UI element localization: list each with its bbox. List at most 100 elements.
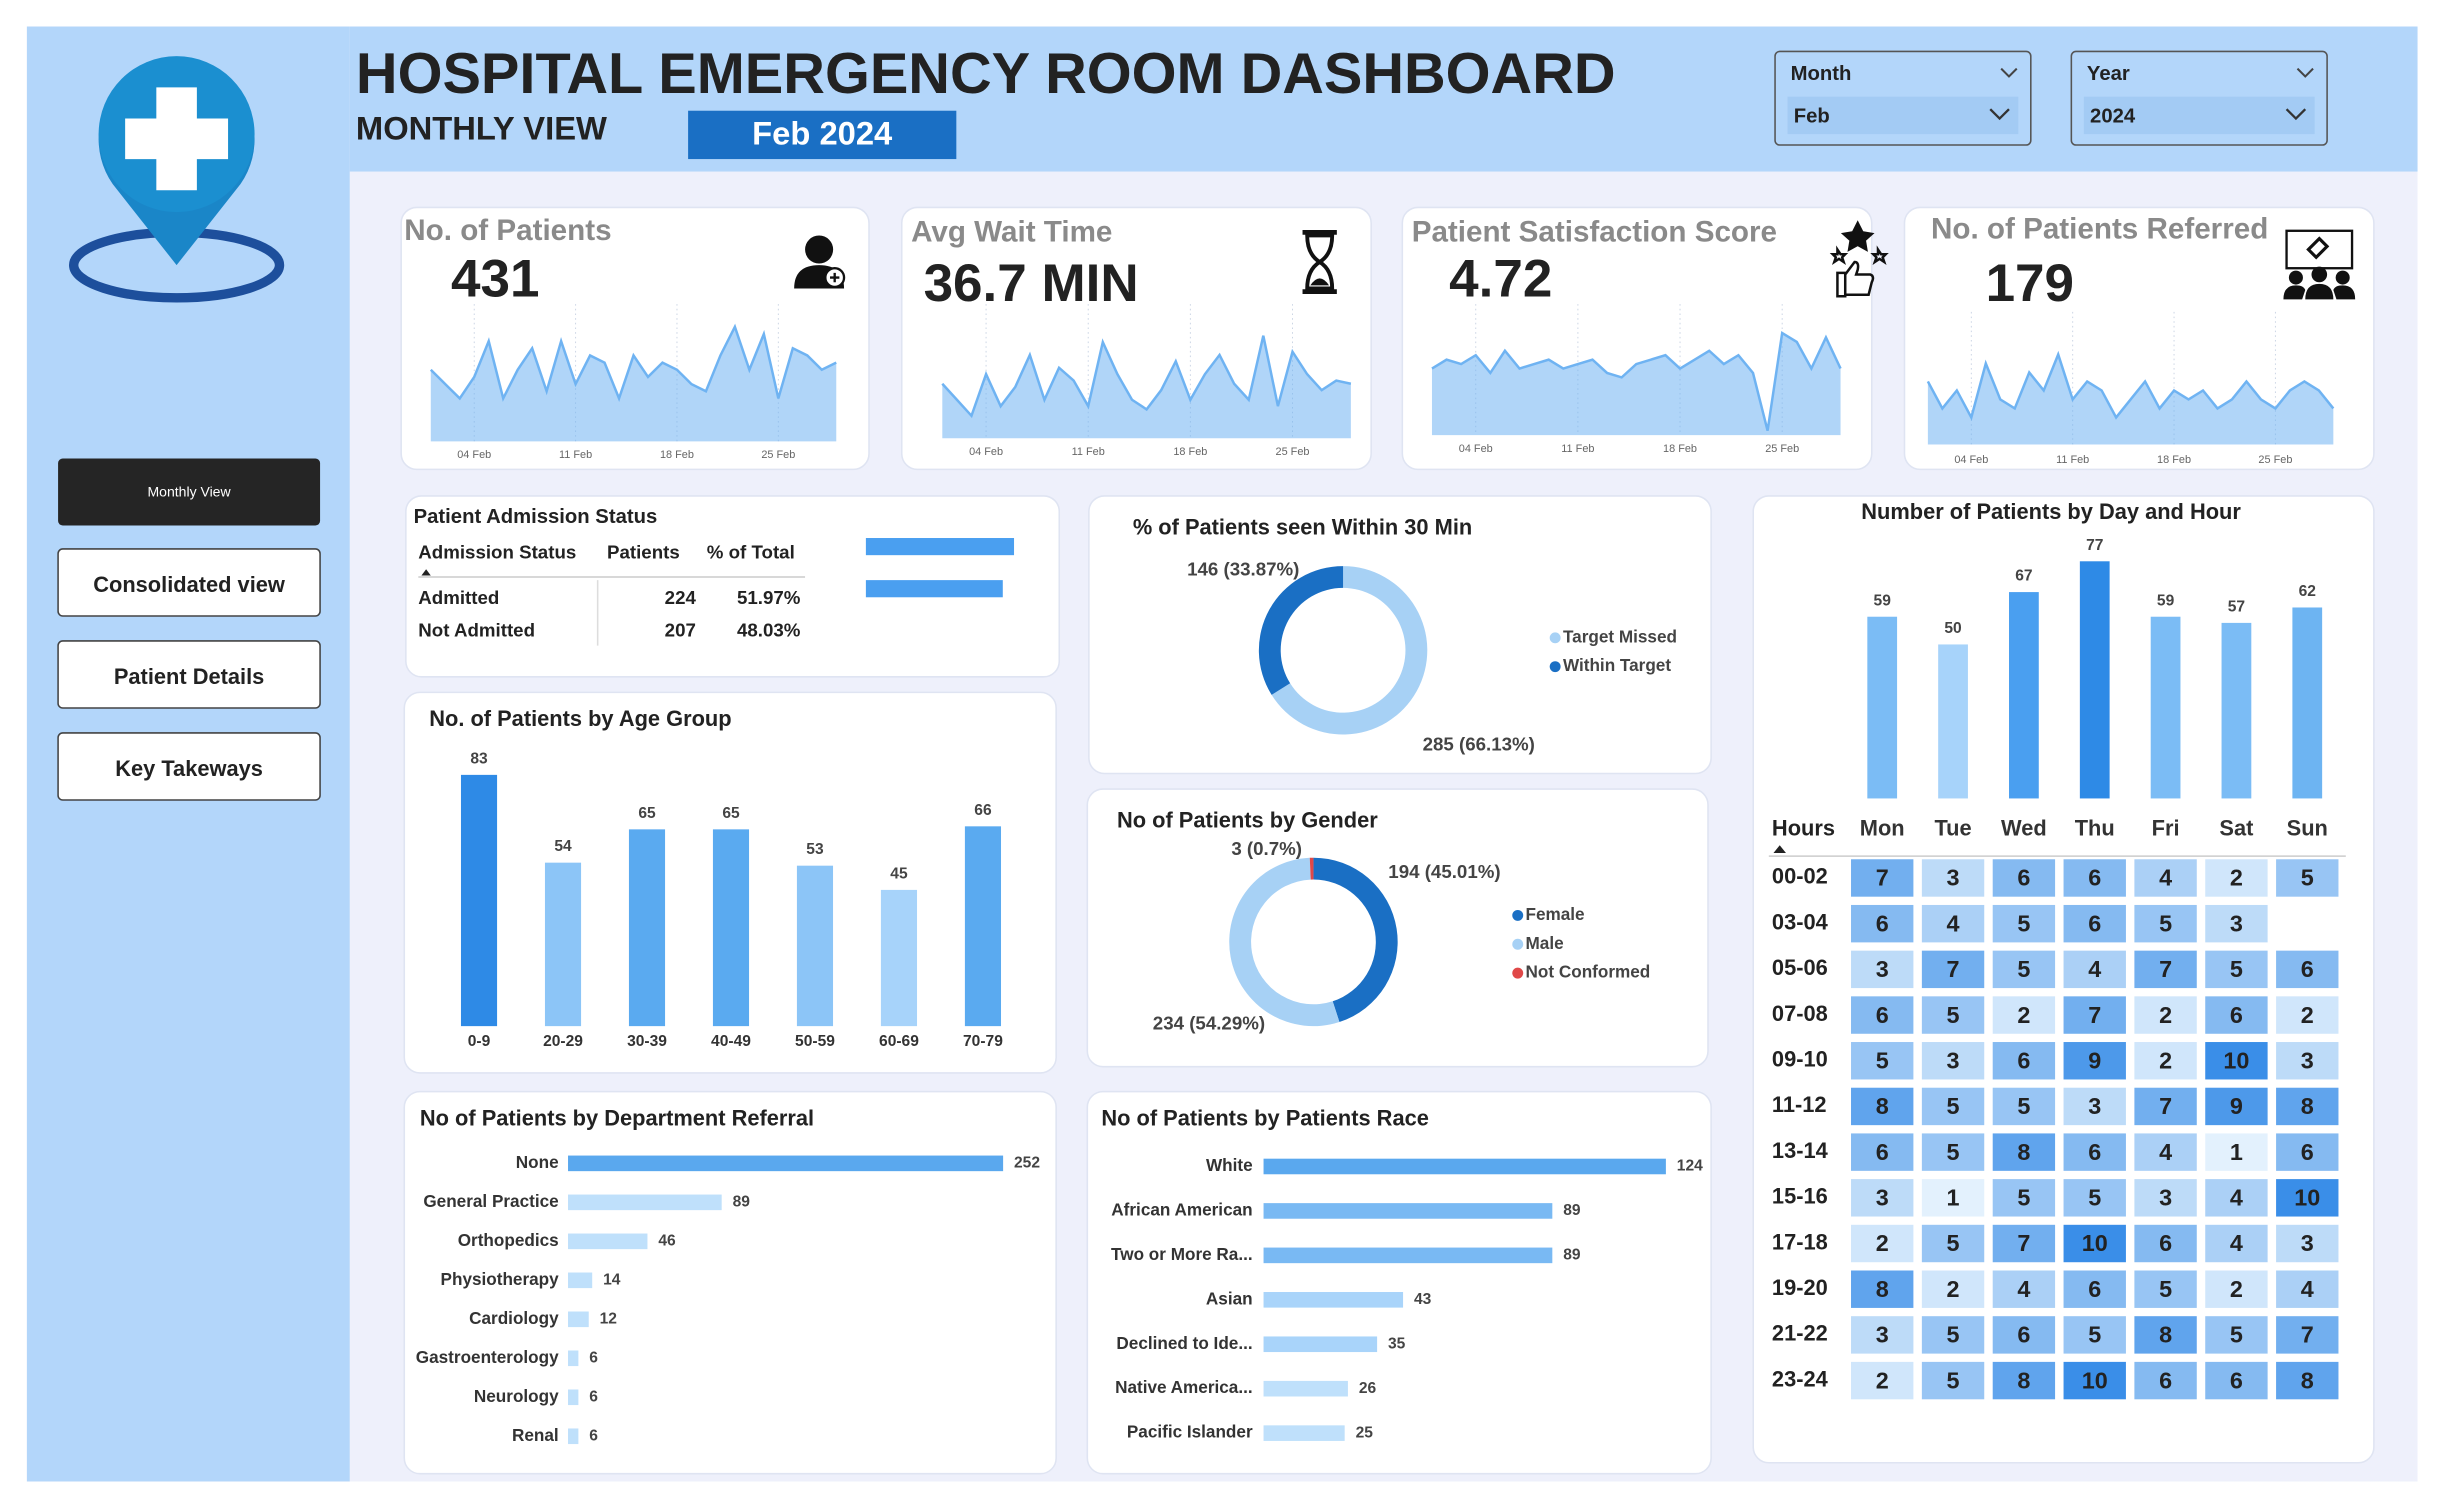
heat-cell xyxy=(1921,1361,1985,1400)
nav-label[interactable]: Consolidated view xyxy=(93,572,286,597)
area-fill xyxy=(1431,333,1841,436)
cell-label: 3 xyxy=(2159,1185,2172,1211)
cell-label: 6 xyxy=(2230,1002,2243,1028)
data-label: 194 (45.01%) xyxy=(1388,861,1500,882)
cell-label: 5 xyxy=(2301,865,2314,891)
heat-cell xyxy=(2134,1361,2197,1400)
heat-cell xyxy=(2063,904,2126,943)
sort-indicator xyxy=(421,569,431,576)
heat-cell xyxy=(1992,1361,2056,1400)
cell-label: 7 xyxy=(2017,1230,2030,1256)
heat-cell xyxy=(1851,996,1914,1034)
month-filter[interactable]: Month Feb xyxy=(1774,50,2032,146)
donut-slice xyxy=(1313,857,1398,1023)
cell-label: 10 xyxy=(2082,1367,2108,1393)
heat-cell xyxy=(1921,996,1985,1034)
header-subtitle: MONTHLY VIEW xyxy=(356,110,607,147)
x-tick-label: 25 Feb xyxy=(2258,454,2292,466)
cell-label: 6 xyxy=(2017,1047,2030,1073)
heat-cell xyxy=(2063,1270,2126,1308)
cell-label: 5 xyxy=(2017,1093,2030,1119)
cell-label: 5 xyxy=(2017,910,2030,936)
cell-label: 3 xyxy=(1876,1185,1889,1211)
x-tick-label: Mon xyxy=(1860,815,1905,840)
bar xyxy=(712,829,750,1027)
x-tick-label: Wed xyxy=(2001,815,2047,840)
heat-cell xyxy=(1921,1270,1985,1308)
x-tick-label: Sun xyxy=(2287,815,2328,840)
heat-cell xyxy=(1992,1179,2056,1217)
cell-label: 3 xyxy=(2301,1047,2314,1073)
data-label: 6 xyxy=(589,1349,598,1366)
data-label: 124 xyxy=(1677,1158,1703,1175)
heat-cell xyxy=(1921,1042,1985,1080)
card-title: Patient Admission Status xyxy=(414,506,658,528)
y-tick-label: African American xyxy=(1111,1199,1252,1219)
bar xyxy=(2079,561,2110,799)
cell-label: 5 xyxy=(2088,1185,2101,1211)
bar xyxy=(568,1155,1004,1172)
filter-dropdown[interactable] xyxy=(2083,96,2315,135)
admission-bar xyxy=(865,580,1003,598)
filter-dropdown[interactable] xyxy=(1787,96,2019,135)
heat-cell xyxy=(1992,950,2056,989)
kpi-value: 179 xyxy=(1986,254,2074,313)
kpi-value: 431 xyxy=(451,249,539,308)
nav-button[interactable] xyxy=(57,548,321,617)
bar xyxy=(1263,1336,1378,1353)
chart-title: No of Patients by Patients Race xyxy=(1101,1105,1429,1130)
heat-cell xyxy=(2063,996,2126,1034)
nav-label[interactable]: Monthly View xyxy=(148,483,232,499)
legend-label: Within Target xyxy=(1563,655,1671,675)
data-label: 3 (0.7%) xyxy=(1231,838,1302,859)
data-label: 50 xyxy=(1944,620,1962,637)
chart-title: No of Patients by Gender xyxy=(1117,808,1378,833)
x-tick-label: 25 Feb xyxy=(1276,446,1310,458)
table-cell: 207 xyxy=(665,620,696,641)
heat-cell xyxy=(2063,1087,2126,1126)
nav-button[interactable] xyxy=(57,640,321,709)
heat-cell xyxy=(2134,1179,2197,1217)
nav-label[interactable]: Key Takeways xyxy=(115,756,263,781)
heat-cell xyxy=(2205,1270,2268,1308)
heat-cell xyxy=(2205,904,2268,943)
cell-label: 1 xyxy=(2230,1139,2243,1165)
cell-label: 6 xyxy=(2088,1139,2101,1165)
x-tick-label: 25 Feb xyxy=(761,449,795,461)
cell-label: 3 xyxy=(1876,956,1889,982)
y-tick-label: None xyxy=(516,1152,559,1172)
cell-label: 5 xyxy=(1947,1367,1960,1393)
row-label: 13-14 xyxy=(1772,1138,1829,1163)
heat-cell xyxy=(1992,859,2056,897)
bar xyxy=(1263,1380,1348,1397)
cell-label: 5 xyxy=(2159,1276,2172,1302)
row-label: 00-02 xyxy=(1772,864,1828,889)
heat-cell xyxy=(1851,859,1914,897)
data-label: 77 xyxy=(2086,537,2103,554)
cell-label: 3 xyxy=(1876,1322,1889,1348)
nav-button[interactable] xyxy=(57,732,321,801)
icon-hourglass xyxy=(1302,230,1337,294)
filter-label: Year xyxy=(2087,63,2130,85)
data-label: 25 xyxy=(1356,1424,1374,1441)
cell-label: 9 xyxy=(2230,1093,2243,1119)
cell-label: 2 xyxy=(1876,1230,1889,1256)
x-tick-label: 18 Feb xyxy=(1173,446,1207,458)
heat-cell xyxy=(1851,1316,1914,1354)
year-filter[interactable]: Year 2024 xyxy=(2070,50,2328,146)
table-header: Patients xyxy=(607,542,680,563)
cell-label: 8 xyxy=(2301,1093,2314,1119)
cell-label: 5 xyxy=(1947,1093,1960,1119)
filter-label: Month xyxy=(1791,63,1852,85)
nav-label[interactable]: Patient Details xyxy=(114,664,264,689)
nav-button-active[interactable] xyxy=(58,458,321,526)
cell-label: 8 xyxy=(2159,1322,2172,1348)
x-tick-label: Sat xyxy=(2219,815,2253,840)
bar xyxy=(460,774,498,1027)
heat-cell xyxy=(1851,1179,1914,1217)
table-cell: 48.03% xyxy=(737,620,801,641)
x-tick-label: 40-49 xyxy=(711,1033,751,1050)
y-tick-label: Gastroenterology xyxy=(416,1347,559,1367)
bar xyxy=(628,829,666,1027)
legend-swatch xyxy=(1549,632,1561,644)
